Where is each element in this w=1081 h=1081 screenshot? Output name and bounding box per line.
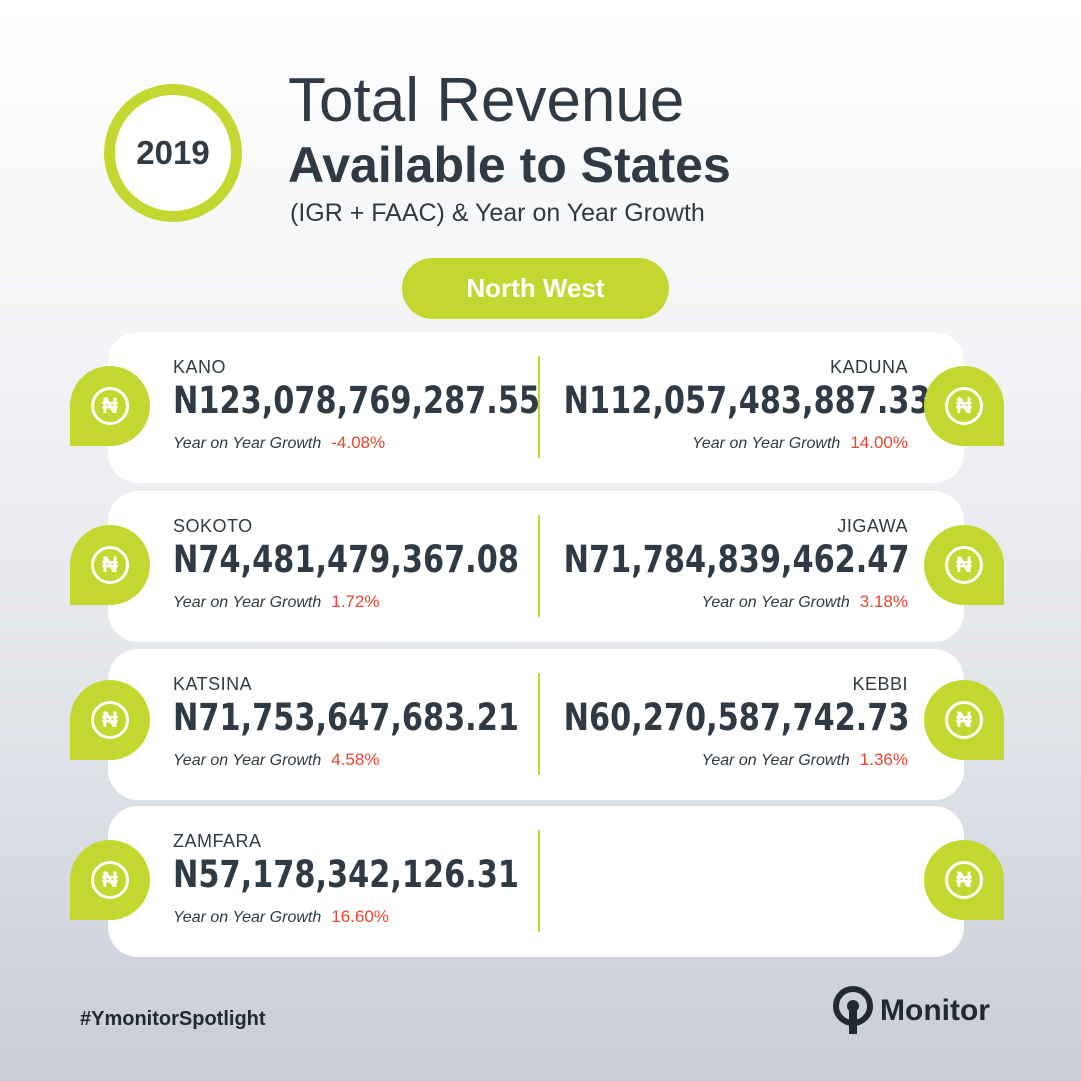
hashtag: #YmonitorSpotlight xyxy=(80,1008,266,1030)
region-label: North West xyxy=(466,273,605,303)
naira-icon: ₦ xyxy=(91,387,129,425)
state-entry: KATSINA N71,753,647,683.21 Year on Year … xyxy=(173,673,593,772)
state-entry: KEBBI N60,270,587,742.73 Year on Year Gr… xyxy=(488,673,910,772)
state-name: KANO xyxy=(173,357,227,377)
growth-value: 4.58% xyxy=(331,750,380,769)
naira-icon: ₦ xyxy=(91,861,129,899)
revenue-amount: N74,481,479,367.08 xyxy=(173,538,519,581)
growth-value: 16.60% xyxy=(331,907,389,926)
naira-pin-icon: ₦ xyxy=(70,366,150,446)
growth-row: Year on Year Growth 1.36% xyxy=(488,749,908,772)
naira-pin-icon: ₦ xyxy=(70,840,150,920)
naira-pin-icon: ₦ xyxy=(70,525,150,605)
state-card-row: KATSINA N71,753,647,683.21 Year on Year … xyxy=(108,649,964,800)
growth-row: Year on Year Growth -4.08% xyxy=(173,432,593,455)
naira-pin-icon: ₦ xyxy=(924,525,1004,605)
naira-icon: ₦ xyxy=(91,546,129,584)
naira-pin-icon: ₦ xyxy=(924,680,1004,760)
state-entry: KADUNA N112,057,483,887.33 Year on Year … xyxy=(488,356,931,455)
state-entry: SOKOTO N74,481,479,367.08 Year on Year G… xyxy=(173,515,593,614)
revenue-amount: N71,753,647,683.21 xyxy=(173,696,519,739)
naira-icon: ₦ xyxy=(945,701,983,739)
growth-label: Year on Year Growth xyxy=(173,752,322,769)
state-name: KEBBI xyxy=(852,674,908,694)
growth-label: Year on Year Growth xyxy=(701,752,850,769)
state-card-row: ZAMFARA N57,178,342,126.31 Year on Year … xyxy=(108,806,964,957)
naira-icon: ₦ xyxy=(945,546,983,584)
state-name: JIGAWA xyxy=(837,516,908,536)
growth-label: Year on Year Growth xyxy=(173,435,322,452)
growth-row: Year on Year Growth 16.60% xyxy=(173,906,593,929)
revenue-amount: N60,270,587,742.73 xyxy=(563,696,910,739)
naira-icon: ₦ xyxy=(945,861,983,899)
growth-value: 1.36% xyxy=(859,750,908,769)
state-entry: ZAMFARA N57,178,342,126.31 Year on Year … xyxy=(173,830,593,929)
growth-label: Year on Year Growth xyxy=(701,594,850,611)
brand-logo: Monitor xyxy=(830,986,990,1036)
growth-label: Year on Year Growth xyxy=(692,435,841,452)
growth-value: 3.18% xyxy=(859,592,908,611)
state-card-row: KANO N123,078,769,287.55 Year on Year Gr… xyxy=(108,332,964,483)
card-divider xyxy=(538,515,540,617)
growth-label: Year on Year Growth xyxy=(173,909,322,926)
revenue-amount: N57,178,342,126.31 xyxy=(173,853,519,896)
naira-icon: ₦ xyxy=(945,387,983,425)
state-name: KATSINA xyxy=(173,674,253,694)
state-name: KADUNA xyxy=(829,357,908,377)
card-divider xyxy=(538,830,540,932)
naira-icon: ₦ xyxy=(91,701,129,739)
title-line-3: (IGR + FAAC) & Year on Year Growth xyxy=(290,199,705,227)
growth-value: -4.08% xyxy=(331,433,386,452)
monitor-logo-icon xyxy=(833,986,873,1034)
revenue-amount: N123,078,769,287.55 xyxy=(173,379,541,422)
naira-pin-icon: ₦ xyxy=(70,680,150,760)
card-divider xyxy=(538,673,540,775)
state-entry: JIGAWA N71,784,839,462.47 Year on Year G… xyxy=(488,515,910,614)
state-name: ZAMFARA xyxy=(173,831,262,851)
growth-row: Year on Year Growth 14.00% xyxy=(488,432,908,455)
region-pill: North West xyxy=(402,258,669,319)
state-entry: KANO N123,078,769,287.55 Year on Year Gr… xyxy=(173,356,593,455)
growth-row: Year on Year Growth 3.18% xyxy=(488,591,908,614)
brand-name: Monitor xyxy=(880,994,990,1027)
state-card-row: SOKOTO N74,481,479,367.08 Year on Year G… xyxy=(108,491,964,642)
growth-row: Year on Year Growth 1.72% xyxy=(173,591,593,614)
title-line-1: Total Revenue xyxy=(288,66,685,135)
state-name: SOKOTO xyxy=(173,516,253,536)
year-label: 2019 xyxy=(136,134,210,171)
year-badge: 2019 xyxy=(104,84,242,222)
growth-row: Year on Year Growth 4.58% xyxy=(173,749,593,772)
title-line-2: Available to States xyxy=(288,137,731,193)
growth-value: 14.00% xyxy=(850,433,908,452)
revenue-amount: N112,057,483,887.33 xyxy=(563,379,931,422)
card-divider xyxy=(538,356,540,458)
revenue-amount: N71,784,839,462.47 xyxy=(563,538,910,581)
naira-pin-icon: ₦ xyxy=(924,366,1004,446)
growth-label: Year on Year Growth xyxy=(173,594,322,611)
growth-value: 1.72% xyxy=(331,592,380,611)
naira-pin-icon: ₦ xyxy=(924,840,1004,920)
